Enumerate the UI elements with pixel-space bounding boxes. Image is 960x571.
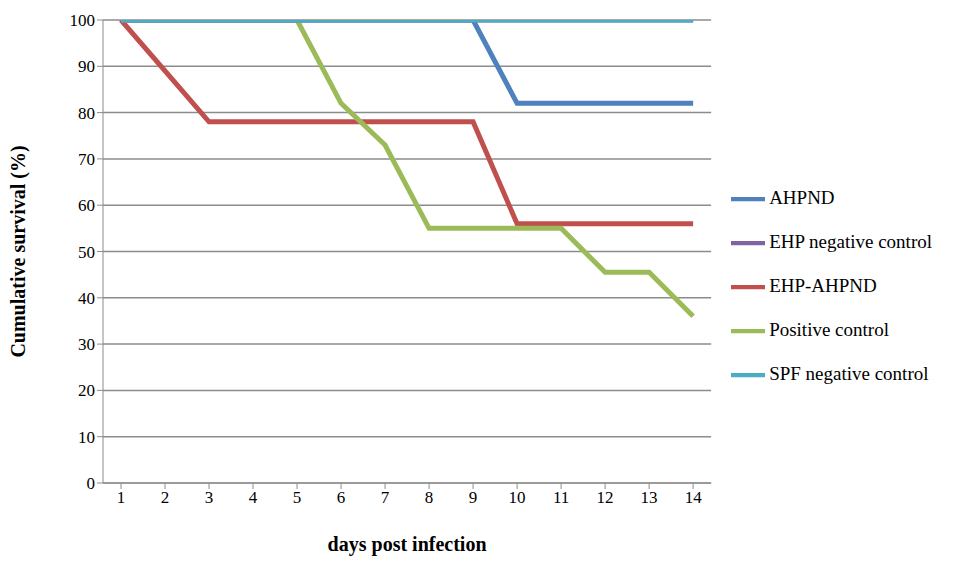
svg-text:50: 50 xyxy=(78,243,95,262)
svg-text:30: 30 xyxy=(78,335,95,354)
svg-text:2: 2 xyxy=(161,488,170,507)
svg-text:13: 13 xyxy=(641,488,658,507)
svg-text:4: 4 xyxy=(249,488,258,507)
svg-text:7: 7 xyxy=(381,488,390,507)
svg-text:Cumulative survival (%): Cumulative survival (%) xyxy=(8,145,30,357)
html-text:EHP-AHPND: EHP-AHPND xyxy=(769,274,877,296)
svg-text:8: 8 xyxy=(425,488,434,507)
html-text:SPF negative control: SPF negative control xyxy=(769,362,929,384)
svg-text:20: 20 xyxy=(78,381,95,400)
svg-text:90: 90 xyxy=(78,57,95,76)
svg-text:40: 40 xyxy=(78,289,95,308)
svg-text:6: 6 xyxy=(337,488,346,507)
html-text:AHPND: AHPND xyxy=(769,186,835,208)
svg-text:12: 12 xyxy=(597,488,614,507)
svg-text:5: 5 xyxy=(293,488,302,507)
svg-text:100: 100 xyxy=(70,11,96,30)
svg-text:1: 1 xyxy=(117,488,126,507)
svg-text:10: 10 xyxy=(78,428,95,447)
svg-text:9: 9 xyxy=(469,488,478,507)
svg-text:80: 80 xyxy=(78,104,95,123)
svg-text:10: 10 xyxy=(509,488,526,507)
svg-text:days post infection: days post infection xyxy=(328,533,487,556)
svg-text:70: 70 xyxy=(78,150,95,169)
html-text:Positive control: Positive control xyxy=(769,318,889,340)
svg-text:11: 11 xyxy=(553,488,569,507)
svg-text:0: 0 xyxy=(87,474,96,493)
svg-text:60: 60 xyxy=(78,196,95,215)
svg-text:14: 14 xyxy=(685,488,703,507)
html-text:EHP negative control: EHP negative control xyxy=(769,230,932,252)
svg-text:3: 3 xyxy=(205,488,214,507)
